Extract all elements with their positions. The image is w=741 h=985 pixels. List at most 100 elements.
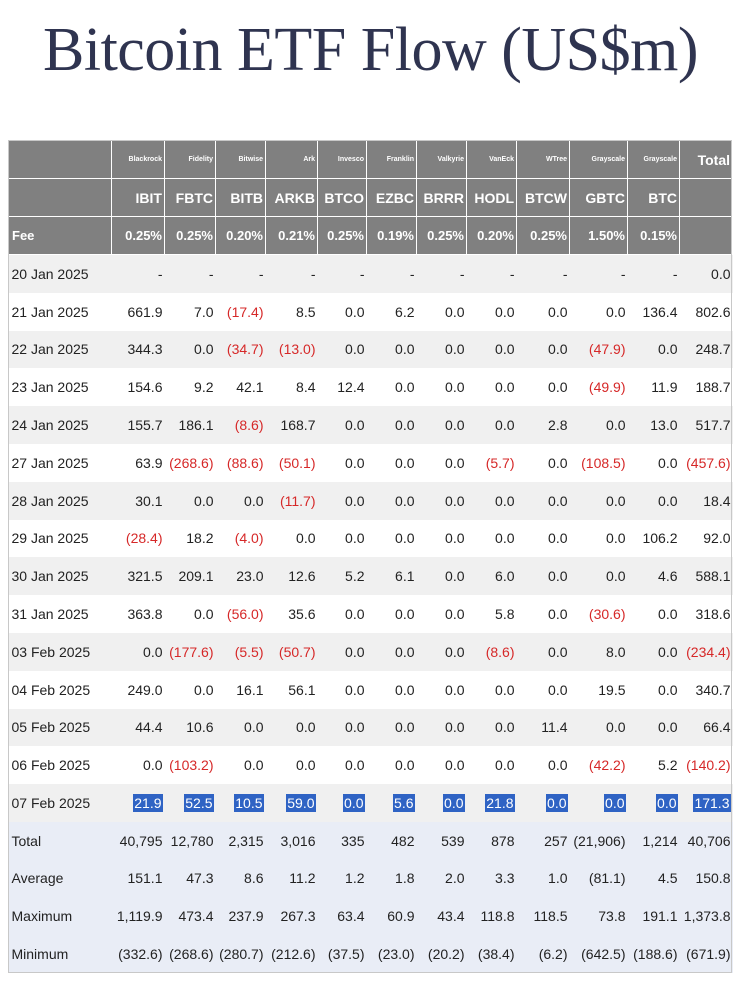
flow-value: 0.0 (445, 719, 465, 736)
flow-value: 0.0 (345, 492, 365, 509)
flow-cell: (34.7) (215, 330, 266, 369)
flow-value: 0.0 (604, 794, 626, 813)
flow-value: 186.1 (178, 417, 214, 434)
flow-cell: 0.0 (627, 708, 680, 747)
flow-cell: 0.0 (516, 330, 570, 369)
flow-cell: 0.0 (265, 708, 318, 747)
flow-cell: 209.1 (164, 557, 216, 596)
flow-cell: 18.2 (165, 520, 216, 558)
flow-value: 0.0 (495, 341, 515, 358)
summary-value: 267.3 (265, 897, 318, 936)
flow-value: 13.0 (650, 417, 678, 434)
flow-value: 248.7 (695, 341, 731, 358)
flow-value: 6.0 (495, 568, 515, 585)
flow-value: (28.4) (125, 530, 163, 547)
flow-cell: (268.6) (165, 444, 216, 482)
flow-value: 0.0 (548, 568, 568, 585)
flow-value: 7.0 (194, 303, 214, 320)
flow-cell: 0.0 (366, 708, 417, 747)
flow-cell: 0.0 (627, 632, 680, 671)
flow-value: (4.0) (234, 530, 264, 547)
table-row: 05 Feb 2025 44.4 10.6 0.0 0.0 0.0 0.0 0.0 0.0 11.… (8, 708, 733, 747)
flow-value: 0.0 (495, 417, 515, 434)
flow-cell: 0.0 (317, 784, 367, 822)
flow-cell: - (215, 254, 266, 293)
flow-value: 0.0 (495, 303, 515, 320)
flow-value: 0.0 (194, 606, 214, 623)
flow-value: 8.5 (296, 303, 316, 320)
flow-value: 0.0 (658, 341, 678, 358)
flow-value: 0.0 (445, 492, 465, 509)
flow-value: 0.0 (548, 643, 568, 660)
flow-cell: 0.0 (417, 746, 467, 784)
flow-value: (457.6) (686, 454, 731, 471)
summary-value: 1,373.8 (679, 897, 733, 936)
flow-cell: 35.6 (266, 595, 318, 633)
flow-value: 59.0 (286, 794, 316, 813)
flow-cell: 0.0 (367, 520, 417, 558)
summary-value: 257 (516, 821, 570, 860)
flow-cell: - (627, 254, 680, 293)
flow-cell: 0.0 (467, 746, 517, 784)
summary-value: 1.8 (366, 859, 417, 898)
flow-cell: 5.2 (628, 746, 680, 784)
flow-cell: 0.0 (517, 746, 570, 784)
flow-value: 0.0 (548, 530, 568, 547)
flow-value: 106.2 (642, 530, 678, 547)
flow-cell: 588.1 (679, 557, 733, 596)
summary-value: 1.2 (317, 859, 367, 898)
flow-value: 0.0 (711, 265, 731, 282)
flow-value: 0.0 (445, 681, 465, 698)
ticker-label: GBTC (569, 178, 628, 217)
ticker-label: FBTC (164, 178, 216, 217)
flow-cell: 5.8 (467, 595, 517, 633)
summary-row: Maximum 1,119.9 473.4 237.9 267.3 63.4 60.9 43.… (8, 897, 733, 936)
table-row: 27 Jan 2025 63.9 (268.6) (88.6) (50.1) 0.0 0.0… (9, 444, 733, 482)
flow-value: 0.0 (445, 643, 465, 660)
flow-cell: (5.7) (467, 444, 517, 482)
flow-value: (17.4) (226, 303, 264, 320)
table-row: 20 Jan 2025 - - - - - - - - - - - 0.0 (8, 254, 733, 293)
flow-value: 0.0 (548, 454, 568, 471)
flow-value: - (509, 265, 515, 282)
flow-cell: - (111, 254, 165, 293)
summary-value: (37.5) (317, 935, 367, 973)
flow-cell: - (466, 254, 517, 293)
date-cell: 24 Jan 2025 (8, 406, 112, 444)
flow-cell: 661.9 (112, 293, 165, 331)
flow-cell: 154.6 (112, 368, 165, 406)
flow-value: 5.6 (393, 794, 415, 813)
flow-value: 0.0 (658, 454, 678, 471)
flow-cell: 52.5 (164, 784, 216, 822)
flow-cell: 0.0 (318, 671, 367, 709)
issuer-label: Ark (265, 140, 318, 179)
flow-cell: 0.0 (318, 595, 367, 633)
flow-cell: (11.7) (265, 481, 318, 520)
fee-value: 0.20% (466, 216, 517, 255)
flow-value: 0.0 (345, 719, 365, 736)
flow-cell: 0.0 (569, 406, 628, 444)
flow-cell: (17.4) (216, 293, 266, 331)
table-header: Blackrock Fidelity Bitwise Ark Invesco Frankl… (8, 140, 733, 255)
flow-value: (11.7) (279, 492, 316, 509)
flow-value: 0.0 (495, 492, 515, 509)
flow-value: 188.7 (695, 379, 731, 396)
flow-value: 0.0 (443, 794, 465, 813)
flow-value: 0.0 (345, 681, 365, 698)
summary-value: 47.3 (164, 859, 216, 898)
flow-value: 0.0 (395, 681, 415, 698)
flow-value: (108.5) (581, 454, 626, 471)
flow-value: (88.6) (226, 454, 264, 471)
flow-value: - (672, 265, 678, 282)
date-cell: 06 Feb 2025 (11, 757, 91, 774)
flow-cell: 0.0 (628, 671, 680, 709)
header-blank-cell (679, 216, 733, 255)
page-title: Bitcoin ETF Flow (US$m) (42, 16, 699, 84)
flow-cell: 363.8 (112, 595, 165, 633)
flow-value: 0.0 (345, 454, 365, 471)
flow-value: 588.1 (695, 568, 731, 585)
fee-header-row: Fee 0.25% 0.25% 0.20% 0.21% 0.25% 0.19% 0.25% 0.… (8, 216, 733, 255)
flow-cell: 0.0 (112, 746, 165, 784)
flow-cell: 0.0 (417, 444, 467, 482)
flow-cell: 12.6 (265, 557, 318, 596)
